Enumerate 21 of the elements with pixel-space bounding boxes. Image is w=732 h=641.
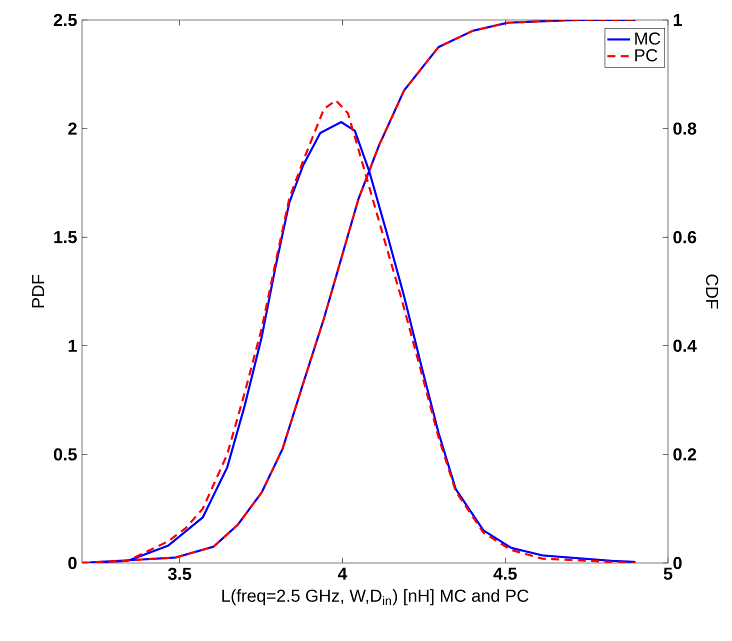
y2-tick-label: 1	[674, 14, 682, 26]
y-tick-label: 2	[68, 122, 77, 135]
x-tick-label: 3.5	[168, 568, 192, 580]
y2-tick-label: 0.4	[673, 340, 697, 352]
y-tick-label: 1.5	[54, 231, 77, 244]
x-tick-label: 5	[664, 568, 672, 580]
y-tick-label: 0	[68, 556, 77, 570]
x-axis-title: L(freq=2.5 GHz, W,D$_{in}$) [nH] MC and PC	[222, 589, 528, 606]
y2-tick-label: 0.6	[673, 231, 696, 244]
y-tick-label: 2.5	[54, 14, 77, 26]
y2-axis-title: CDF	[706, 274, 718, 309]
y2-tick-label: 0	[673, 556, 682, 570]
y2-tick-label: 0.8	[673, 122, 696, 135]
x-tick-label: 4.5	[493, 568, 517, 580]
y-tick-label: 1	[68, 340, 77, 352]
y-axis-title: PDF	[32, 274, 44, 308]
y2-tick-label: 0.2	[673, 448, 696, 461]
x-tick-label: 4	[338, 568, 348, 580]
y-tick-label: 0.5	[54, 448, 77, 461]
legend-label: PC	[635, 49, 658, 62]
legend-label: MC	[635, 32, 660, 45]
